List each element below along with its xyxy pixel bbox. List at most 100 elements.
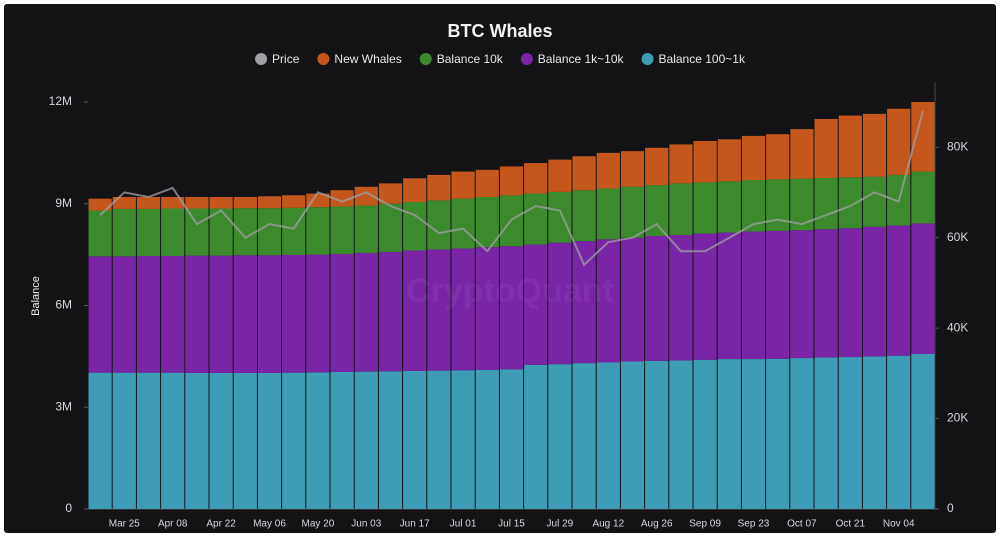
- bar-segment: [112, 372, 136, 509]
- bar-segment: [403, 178, 427, 203]
- bar-segment: [161, 208, 185, 256]
- legend-item: Price: [255, 52, 300, 66]
- plot-area: [84, 82, 939, 510]
- bar-segment: [88, 372, 112, 509]
- bar-segment: [741, 180, 766, 232]
- bar-segment: [548, 242, 572, 365]
- bar-segment: [887, 225, 911, 356]
- bar-segment: [766, 358, 790, 509]
- bar-segment: [330, 371, 354, 509]
- bar-segment: [717, 232, 741, 360]
- legend-item: Balance 1k~10k: [520, 52, 625, 66]
- bar-segment: [112, 196, 136, 209]
- bar-segment: [524, 244, 548, 365]
- bar-segment: [112, 208, 136, 257]
- bar-segment: [645, 360, 669, 509]
- y2-tick-label: 40K: [947, 320, 968, 334]
- x-tick-label: May 06: [253, 519, 286, 530]
- legend-swatch: [419, 53, 432, 65]
- bar-segment: [814, 229, 838, 358]
- bar-segment: [717, 139, 741, 182]
- bar-segment: [620, 186, 645, 238]
- bar-segment: [88, 256, 112, 373]
- bar-segment: [887, 355, 911, 509]
- bar-segment: [88, 210, 112, 257]
- legend-swatch: [255, 53, 268, 65]
- bar-segment: [112, 256, 136, 373]
- bar-segment: [282, 372, 306, 509]
- bar-segment: [257, 255, 282, 373]
- bar-segment: [161, 372, 185, 509]
- bar-segment: [427, 249, 451, 371]
- legend-item: Balance 100~1k: [641, 52, 746, 66]
- bar-segment: [693, 233, 717, 360]
- bar-segment: [185, 196, 209, 209]
- x-tick-label: Apr 08: [158, 519, 188, 530]
- bar-segment: [451, 171, 475, 199]
- bar-segment: [572, 156, 596, 191]
- bar-segment: [136, 196, 161, 209]
- bar-segment: [427, 200, 451, 250]
- bar-segment: [911, 354, 935, 509]
- y-axis-label: Balance: [30, 276, 42, 316]
- bar-segment: [330, 190, 354, 207]
- y-tick-label: 9M: [55, 196, 72, 210]
- bar-segment: [693, 359, 717, 509]
- legend-label: Price: [272, 52, 300, 66]
- bar-segment: [790, 178, 814, 231]
- bar-segment: [257, 196, 282, 209]
- watermark: CryptoQuant: [406, 272, 614, 310]
- bar-segment: [185, 255, 209, 373]
- x-tick-label: Apr 22: [206, 519, 236, 530]
- bar-segment: [911, 102, 935, 172]
- bar-segment: [136, 255, 161, 373]
- bar-segment: [282, 195, 306, 208]
- bar-segment: [378, 203, 403, 252]
- bar-segment: [766, 230, 790, 359]
- y2-tick-label: 20K: [947, 411, 968, 425]
- bar-segment: [862, 226, 887, 357]
- x-tick-label: Aug 26: [641, 519, 673, 530]
- bar-segment: [209, 372, 233, 509]
- bar-segment: [403, 370, 427, 509]
- bar-segment: [136, 208, 161, 256]
- bar-segment: [209, 196, 233, 209]
- bar-segment: [378, 183, 403, 204]
- bar-segment: [693, 141, 717, 183]
- x-tick-label: Jul 01: [450, 519, 477, 530]
- bar-segment: [88, 198, 112, 211]
- x-tick-label: Mar 25: [109, 519, 141, 530]
- bar-segment: [306, 207, 330, 255]
- y2-tick-label: 80K: [947, 139, 968, 153]
- bar-segment: [233, 372, 257, 509]
- bar-segment: [645, 147, 669, 186]
- y2-tick-label: 0: [947, 501, 954, 515]
- bar-segment: [572, 241, 596, 364]
- bar-segment: [669, 360, 693, 509]
- bar-segment: [499, 246, 524, 370]
- legend-label: Balance 1k~10k: [538, 52, 625, 66]
- bar-segment: [862, 356, 887, 509]
- bar-segment: [862, 176, 887, 227]
- x-tick-label: Jun 03: [351, 519, 381, 530]
- bar-segment: [475, 247, 499, 370]
- bar-segment: [669, 144, 693, 184]
- bar-segment: [378, 251, 403, 372]
- x-tick-label: Oct 07: [787, 519, 817, 530]
- bar-segment: [645, 235, 669, 361]
- legend-label: New Whales: [334, 52, 401, 66]
- bar-segment: [790, 230, 814, 359]
- bar-segment: [548, 364, 572, 509]
- bar-segment: [306, 193, 330, 208]
- bar-segment: [403, 250, 427, 371]
- x-tick-label: Sep 09: [689, 519, 721, 530]
- bar-segment: [645, 185, 669, 236]
- x-tick-label: May 20: [302, 519, 335, 530]
- bar-segment: [790, 129, 814, 179]
- bar-segment: [475, 169, 499, 197]
- bar-segment: [354, 186, 378, 206]
- bar-segment: [693, 182, 717, 234]
- bar-segment: [766, 179, 790, 231]
- bar-segment: [354, 252, 378, 372]
